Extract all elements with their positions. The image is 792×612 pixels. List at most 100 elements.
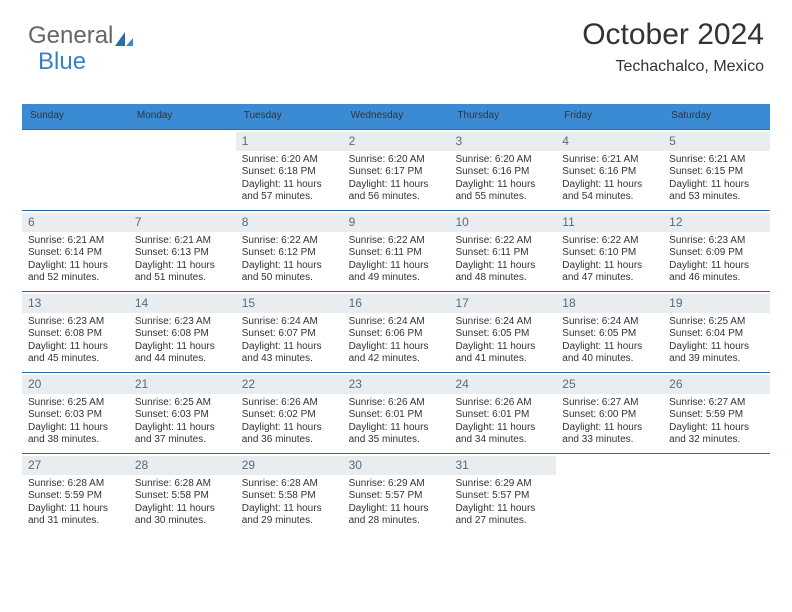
calendar-day: 29 Sunrise: 6:28 AMSunset: 5:58 PMDayligh… (236, 454, 343, 534)
title-location: Techachalco, Mexico (582, 58, 764, 76)
day-number: 8 (236, 213, 343, 232)
day-number: 4 (556, 132, 663, 151)
calendar-day: 15Sunrise: 6:24 AMSunset: 6:07 PMDayligh… (236, 292, 343, 372)
daylight-text: Daylight: 11 hours and 32 minutes. (669, 422, 764, 447)
day-header: Saturday (663, 104, 770, 129)
sunset-text: Sunset: 5:57 PM (349, 490, 444, 503)
sunrise-text: Sunrise: 6:25 AM (669, 316, 764, 329)
daylight-text: Daylight: 11 hours and 42 minutes. (349, 341, 444, 366)
sunrise-text: Sunrise: 6:28 AM (242, 478, 337, 491)
title-block: October 2024 Techachalco, Mexico (582, 18, 764, 76)
sunset-text: Sunset: 6:01 PM (349, 409, 444, 422)
calendar-day: 1Sunrise: 6:20 AMSunset: 6:18 PMDaylight… (236, 130, 343, 210)
day-number: 27 (22, 456, 129, 475)
daylight-text: Daylight: 11 hours and 34 minutes. (455, 422, 550, 447)
daylight-text: Daylight: 11 hours and 43 minutes. (242, 341, 337, 366)
daylight-text: Daylight: 11 hours and 38 minutes. (28, 422, 123, 447)
sunrise-text: Sunrise: 6:21 AM (135, 235, 230, 248)
sunrise-text: Sunrise: 6:27 AM (669, 397, 764, 410)
day-number: 29 (236, 456, 343, 475)
sunset-text: Sunset: 6:05 PM (562, 328, 657, 341)
day-header: Friday (556, 104, 663, 129)
sunset-text: Sunset: 6:13 PM (135, 247, 230, 260)
sunset-text: Sunset: 6:07 PM (242, 328, 337, 341)
daylight-text: Daylight: 11 hours and 39 minutes. (669, 341, 764, 366)
sunrise-text: Sunrise: 6:24 AM (562, 316, 657, 329)
day-number: 24 (449, 375, 556, 394)
sunrise-text: Sunrise: 6:21 AM (562, 154, 657, 167)
sunrise-text: Sunrise: 6:24 AM (242, 316, 337, 329)
logo-text-general: General (28, 22, 113, 50)
daylight-text: Daylight: 11 hours and 30 minutes. (135, 503, 230, 528)
day-number: 18 (556, 294, 663, 313)
calendar-day: . (663, 454, 770, 534)
sunrise-text: Sunrise: 6:20 AM (242, 154, 337, 167)
daylight-text: Daylight: 11 hours and 31 minutes. (28, 503, 123, 528)
sunset-text: Sunset: 5:58 PM (242, 490, 337, 503)
calendar-day: 7Sunrise: 6:21 AMSunset: 6:13 PMDaylight… (129, 211, 236, 291)
daylight-text: Daylight: 11 hours and 29 minutes. (242, 503, 337, 528)
day-number: 19 (663, 294, 770, 313)
title-month: October 2024 (582, 18, 764, 52)
sunrise-text: Sunrise: 6:26 AM (242, 397, 337, 410)
sunrise-text: Sunrise: 6:22 AM (455, 235, 550, 248)
day-number: 2 (343, 132, 450, 151)
daylight-text: Daylight: 11 hours and 53 minutes. (669, 179, 764, 204)
calendar-week: ..1Sunrise: 6:20 AMSunset: 6:18 PMDaylig… (22, 129, 770, 210)
sunset-text: Sunset: 6:17 PM (349, 166, 444, 179)
sunrise-text: Sunrise: 6:23 AM (28, 316, 123, 329)
day-number: 12 (663, 213, 770, 232)
calendar-day: 17Sunrise: 6:24 AMSunset: 6:05 PMDayligh… (449, 292, 556, 372)
sunset-text: Sunset: 6:01 PM (455, 409, 550, 422)
sunset-text: Sunset: 6:00 PM (562, 409, 657, 422)
sunset-text: Sunset: 5:57 PM (455, 490, 550, 503)
day-header: Wednesday (343, 104, 450, 129)
daylight-text: Daylight: 11 hours and 48 minutes. (455, 260, 550, 285)
daylight-text: Daylight: 11 hours and 46 minutes. (669, 260, 764, 285)
day-number: 5 (663, 132, 770, 151)
calendar-day: 22Sunrise: 6:26 AMSunset: 6:02 PMDayligh… (236, 373, 343, 453)
sunset-text: Sunset: 6:08 PM (28, 328, 123, 341)
sunset-text: Sunset: 6:10 PM (562, 247, 657, 260)
daylight-text: Daylight: 11 hours and 41 minutes. (455, 341, 550, 366)
daylight-text: Daylight: 11 hours and 28 minutes. (349, 503, 444, 528)
sunset-text: Sunset: 6:15 PM (669, 166, 764, 179)
sunset-text: Sunset: 6:03 PM (28, 409, 123, 422)
calendar-week: 27Sunrise: 6:28 AMSunset: 5:59 PMDayligh… (22, 453, 770, 534)
day-number: 13 (22, 294, 129, 313)
daylight-text: Daylight: 11 hours and 33 minutes. (562, 422, 657, 447)
sunrise-text: Sunrise: 6:25 AM (135, 397, 230, 410)
daylight-text: Daylight: 11 hours and 51 minutes. (135, 260, 230, 285)
sunrise-text: Sunrise: 6:26 AM (349, 397, 444, 410)
calendar-day: 19 Sunrise: 6:25 AMSunset: 6:04 PMDayligh… (663, 292, 770, 372)
calendar-day: 3Sunrise: 6:20 AMSunset: 6:16 PMDaylight… (449, 130, 556, 210)
day-number: 23 (343, 375, 450, 394)
sunset-text: Sunset: 6:06 PM (349, 328, 444, 341)
calendar-day: 25Sunrise: 6:27 AMSunset: 6:00 PMDayligh… (556, 373, 663, 453)
sunrise-text: Sunrise: 6:28 AM (28, 478, 123, 491)
sunset-text: Sunset: 6:05 PM (455, 328, 550, 341)
calendar-day: 20Sunrise: 6:25 AMSunset: 6:03 PMDayligh… (22, 373, 129, 453)
day-header: Sunday (22, 104, 129, 129)
sunrise-text: Sunrise: 6:20 AM (455, 154, 550, 167)
calendar-day: . (556, 454, 663, 534)
day-number: 22 (236, 375, 343, 394)
sunrise-text: Sunrise: 6:23 AM (135, 316, 230, 329)
calendar-day: 27 Sunrise: 6:28 AMSunset: 5:59 PMDayligh… (22, 454, 129, 534)
sunrise-text: Sunrise: 6:21 AM (669, 154, 764, 167)
sunrise-text: Sunrise: 6:27 AM (562, 397, 657, 410)
daylight-text: Daylight: 11 hours and 36 minutes. (242, 422, 337, 447)
day-number: 1 (236, 132, 343, 151)
daylight-text: Daylight: 11 hours and 49 minutes. (349, 260, 444, 285)
logo-text-blue: Blue (38, 48, 86, 76)
daylight-text: Daylight: 11 hours and 54 minutes. (562, 179, 657, 204)
calendar-day: . (22, 130, 129, 210)
calendar-day: 6Sunrise: 6:21 AMSunset: 6:14 PMDaylight… (22, 211, 129, 291)
day-number: 10 (449, 213, 556, 232)
day-header: Thursday (449, 104, 556, 129)
sunset-text: Sunset: 5:59 PM (28, 490, 123, 503)
logo: General (28, 22, 135, 50)
sunset-text: Sunset: 6:04 PM (669, 328, 764, 341)
day-number: 9 (343, 213, 450, 232)
calendar-day: 9Sunrise: 6:22 AMSunset: 6:11 PMDaylight… (343, 211, 450, 291)
